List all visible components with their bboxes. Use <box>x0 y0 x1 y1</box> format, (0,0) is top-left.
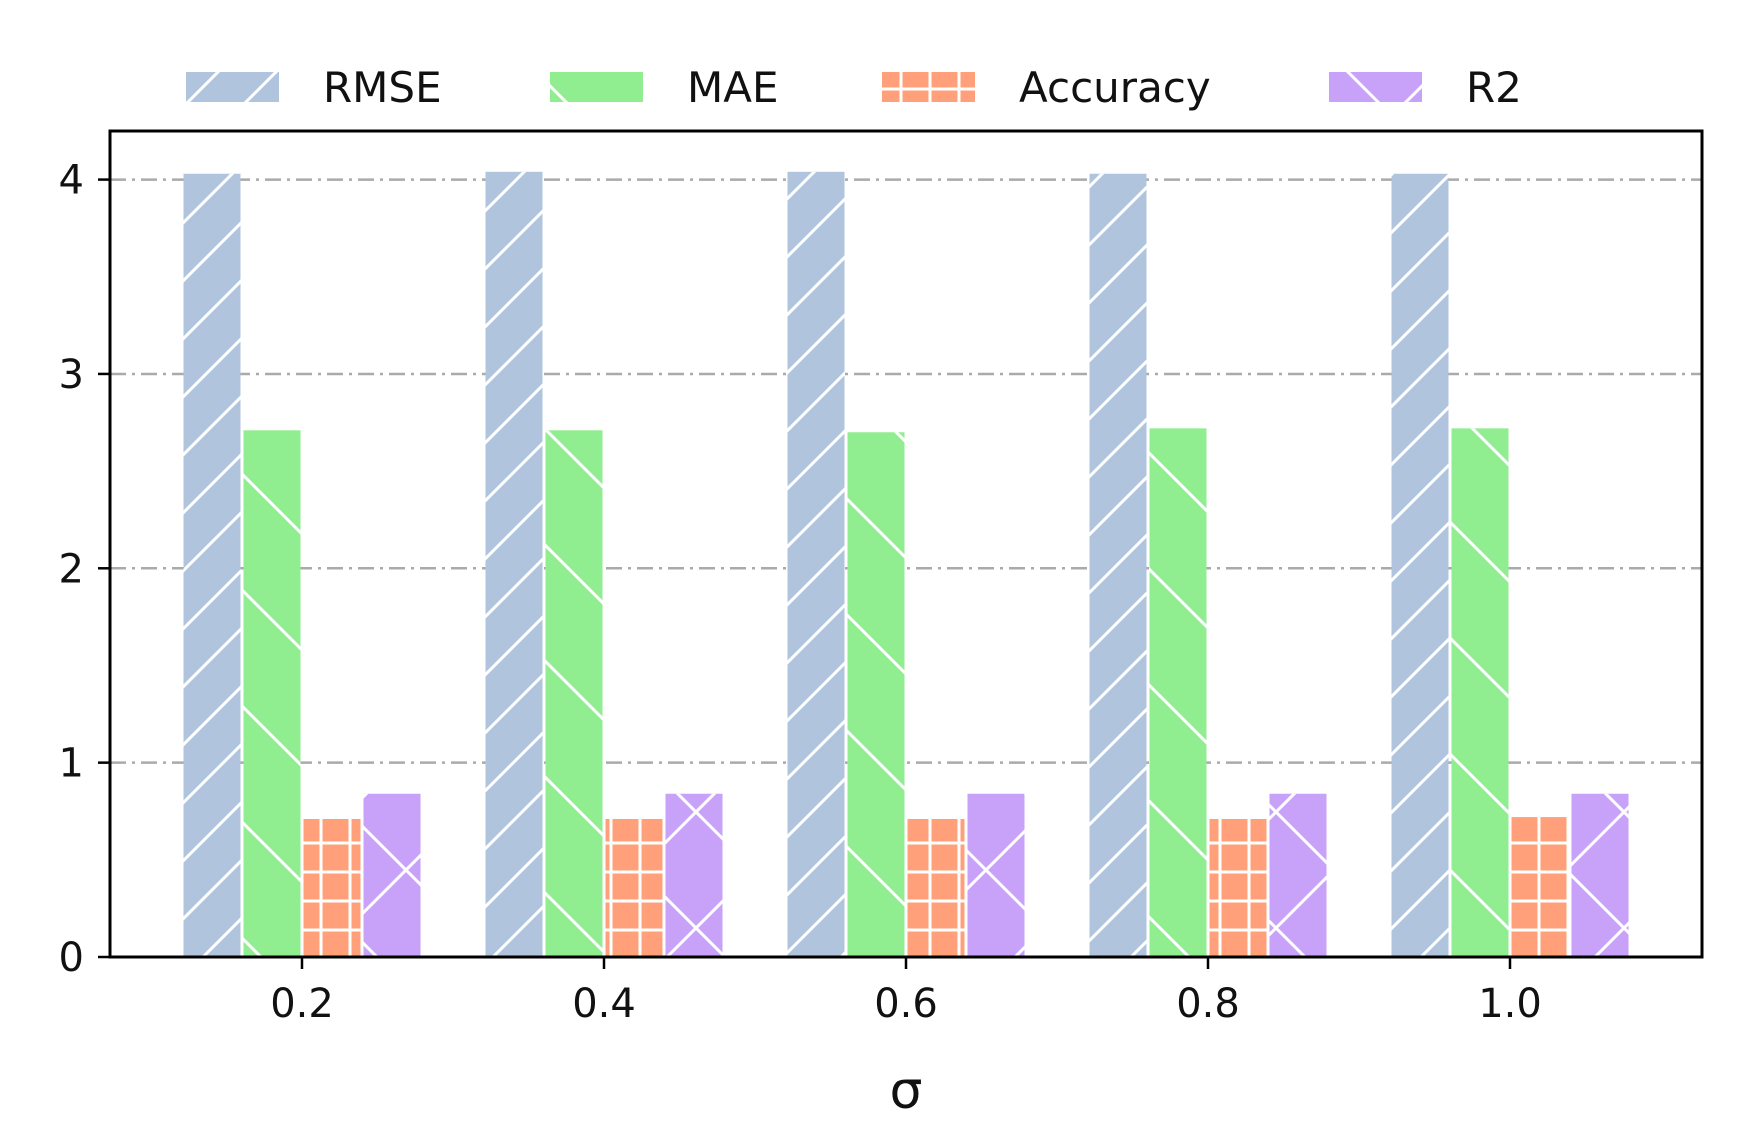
legend-label-mae: MAE <box>687 63 779 112</box>
bar-hatch <box>1209 819 1267 957</box>
legend-swatch-hatch <box>550 72 643 102</box>
bar-hatch <box>907 819 965 957</box>
bar-hatch <box>847 432 905 957</box>
legend: RMSE MAE Accuracy R2 <box>186 63 1522 112</box>
bar-hatch <box>363 793 421 957</box>
bars <box>183 171 1629 958</box>
x-axis-title: σ <box>890 1061 923 1121</box>
legend-swatch-hatch <box>882 72 975 102</box>
bar-hatch <box>1451 428 1509 957</box>
x-tick-label: 0.4 <box>572 981 636 1027</box>
legend-label-r2: R2 <box>1466 63 1522 112</box>
bar-hatch <box>1149 428 1207 957</box>
x-axis: 0.2 0.4 0.6 0.8 1.0 <box>270 957 1542 1027</box>
legend-label-rmse: RMSE <box>323 63 442 112</box>
bar-hatch <box>485 171 543 958</box>
bar-hatch <box>243 430 301 957</box>
bar-hatch <box>1391 173 1449 958</box>
bar-hatch <box>1511 817 1569 957</box>
y-tick-label: 0 <box>59 935 84 981</box>
y-tick-label: 1 <box>59 741 84 787</box>
bar-hatch <box>183 173 241 958</box>
y-tick-label: 2 <box>59 546 84 592</box>
y-axis: 0 1 2 3 4 <box>59 158 110 981</box>
x-tick-label: 1.0 <box>1478 981 1542 1027</box>
x-tick-label: 0.2 <box>270 981 334 1027</box>
bar-hatch <box>787 171 845 958</box>
bar-hatch <box>665 793 723 957</box>
legend-swatch-hatch <box>186 72 279 102</box>
x-tick-label: 0.6 <box>874 981 938 1027</box>
bar-hatch <box>545 430 603 957</box>
y-tick-label: 4 <box>59 158 84 204</box>
bar-hatch <box>303 819 361 957</box>
legend-swatch-hatch <box>1329 72 1422 102</box>
bar-hatch <box>1269 793 1327 957</box>
x-tick-label: 0.8 <box>1176 981 1240 1027</box>
bar-hatch <box>1571 793 1629 957</box>
bar-hatch <box>967 793 1025 957</box>
bar-hatch <box>605 819 663 957</box>
legend-label-accuracy: Accuracy <box>1019 63 1211 112</box>
y-tick-label: 3 <box>59 352 84 398</box>
bar-hatch <box>1089 173 1147 958</box>
